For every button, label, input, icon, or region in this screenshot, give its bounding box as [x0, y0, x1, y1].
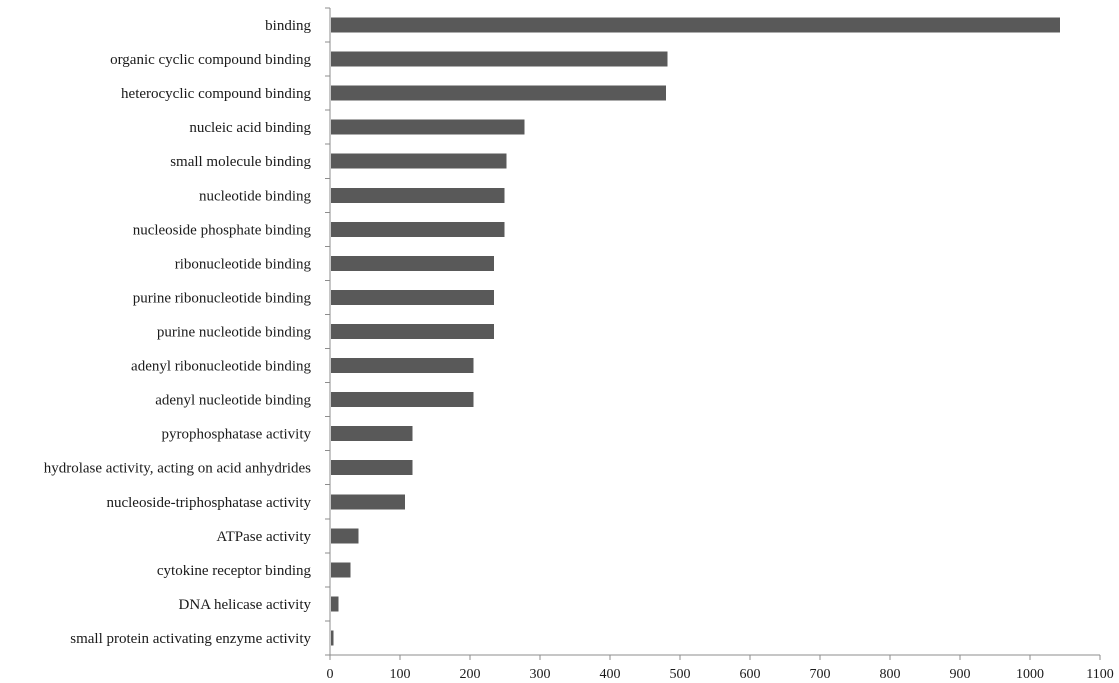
x-tick-label: 500 — [670, 667, 691, 682]
bar-5 — [331, 153, 507, 169]
category-label: binding — [265, 18, 311, 34]
bar-17 — [331, 562, 351, 578]
bar-9 — [331, 289, 494, 305]
bar-13 — [331, 426, 413, 442]
x-tick-label: 0 — [327, 667, 334, 682]
category-label: small molecule binding — [170, 154, 311, 170]
bar-3 — [331, 85, 666, 101]
category-label: purine ribonucleotide binding — [133, 290, 312, 306]
x-tick-label: 900 — [950, 667, 971, 682]
x-tick-label: 100 — [390, 667, 411, 682]
bar-4 — [331, 119, 525, 135]
x-tick-label: 300 — [530, 667, 551, 682]
bar-14 — [331, 460, 413, 476]
category-label: adenyl ribonucleotide binding — [131, 359, 311, 375]
bar-10 — [331, 324, 494, 339]
x-tick-label: 400 — [600, 667, 621, 682]
x-tick-label: 800 — [880, 667, 901, 682]
x-tick-label: 200 — [460, 667, 481, 682]
x-tick-label: 1000 — [1016, 667, 1044, 682]
bar-2 — [331, 51, 668, 67]
x-ticks-group: 0 100 200 300 400 500 600 700 800 900 1000 1100 — [327, 655, 1114, 682]
x-tick-label: 700 — [810, 667, 831, 682]
x-tick-label: 600 — [740, 667, 761, 682]
category-label: organic cyclic compound binding — [110, 52, 311, 68]
bar-6 — [331, 187, 505, 203]
category-label: small protein activating enzyme activity — [70, 631, 311, 647]
bar-12 — [331, 392, 474, 408]
category-label: DNA helicase activity — [179, 597, 312, 613]
category-label: pyrophosphatase activity — [161, 427, 311, 443]
bar-16 — [331, 528, 359, 544]
category-labels-group: binding organic cyclic compound binding he… — [44, 18, 312, 647]
category-label: nucleic acid binding — [189, 120, 311, 136]
axes-group — [325, 7, 1100, 656]
bar-19 — [331, 630, 334, 646]
category-label: nucleoside-triphosphatase activity — [106, 495, 311, 511]
category-label: purine nucleotide binding — [157, 325, 312, 341]
x-tick-label: 1100 — [1086, 667, 1113, 682]
bar-15 — [331, 494, 405, 510]
bar-7 — [331, 221, 505, 237]
category-label: cytokine receptor binding — [157, 563, 312, 579]
category-label: nucleoside phosphate binding — [133, 222, 312, 238]
bars-group — [331, 17, 1061, 646]
category-label: ATPase activity — [216, 529, 311, 545]
category-label: adenyl nucleotide binding — [155, 393, 311, 409]
bar-8 — [331, 255, 494, 271]
category-label: hydrolase activity, acting on acid anhyd… — [44, 461, 311, 477]
bar-11 — [331, 358, 474, 374]
bar-18 — [331, 596, 339, 612]
category-label: nucleotide binding — [199, 188, 312, 204]
bar-1 — [331, 17, 1061, 33]
category-label: ribonucleotide binding — [175, 256, 312, 272]
category-label: heterocyclic compound binding — [121, 86, 311, 102]
